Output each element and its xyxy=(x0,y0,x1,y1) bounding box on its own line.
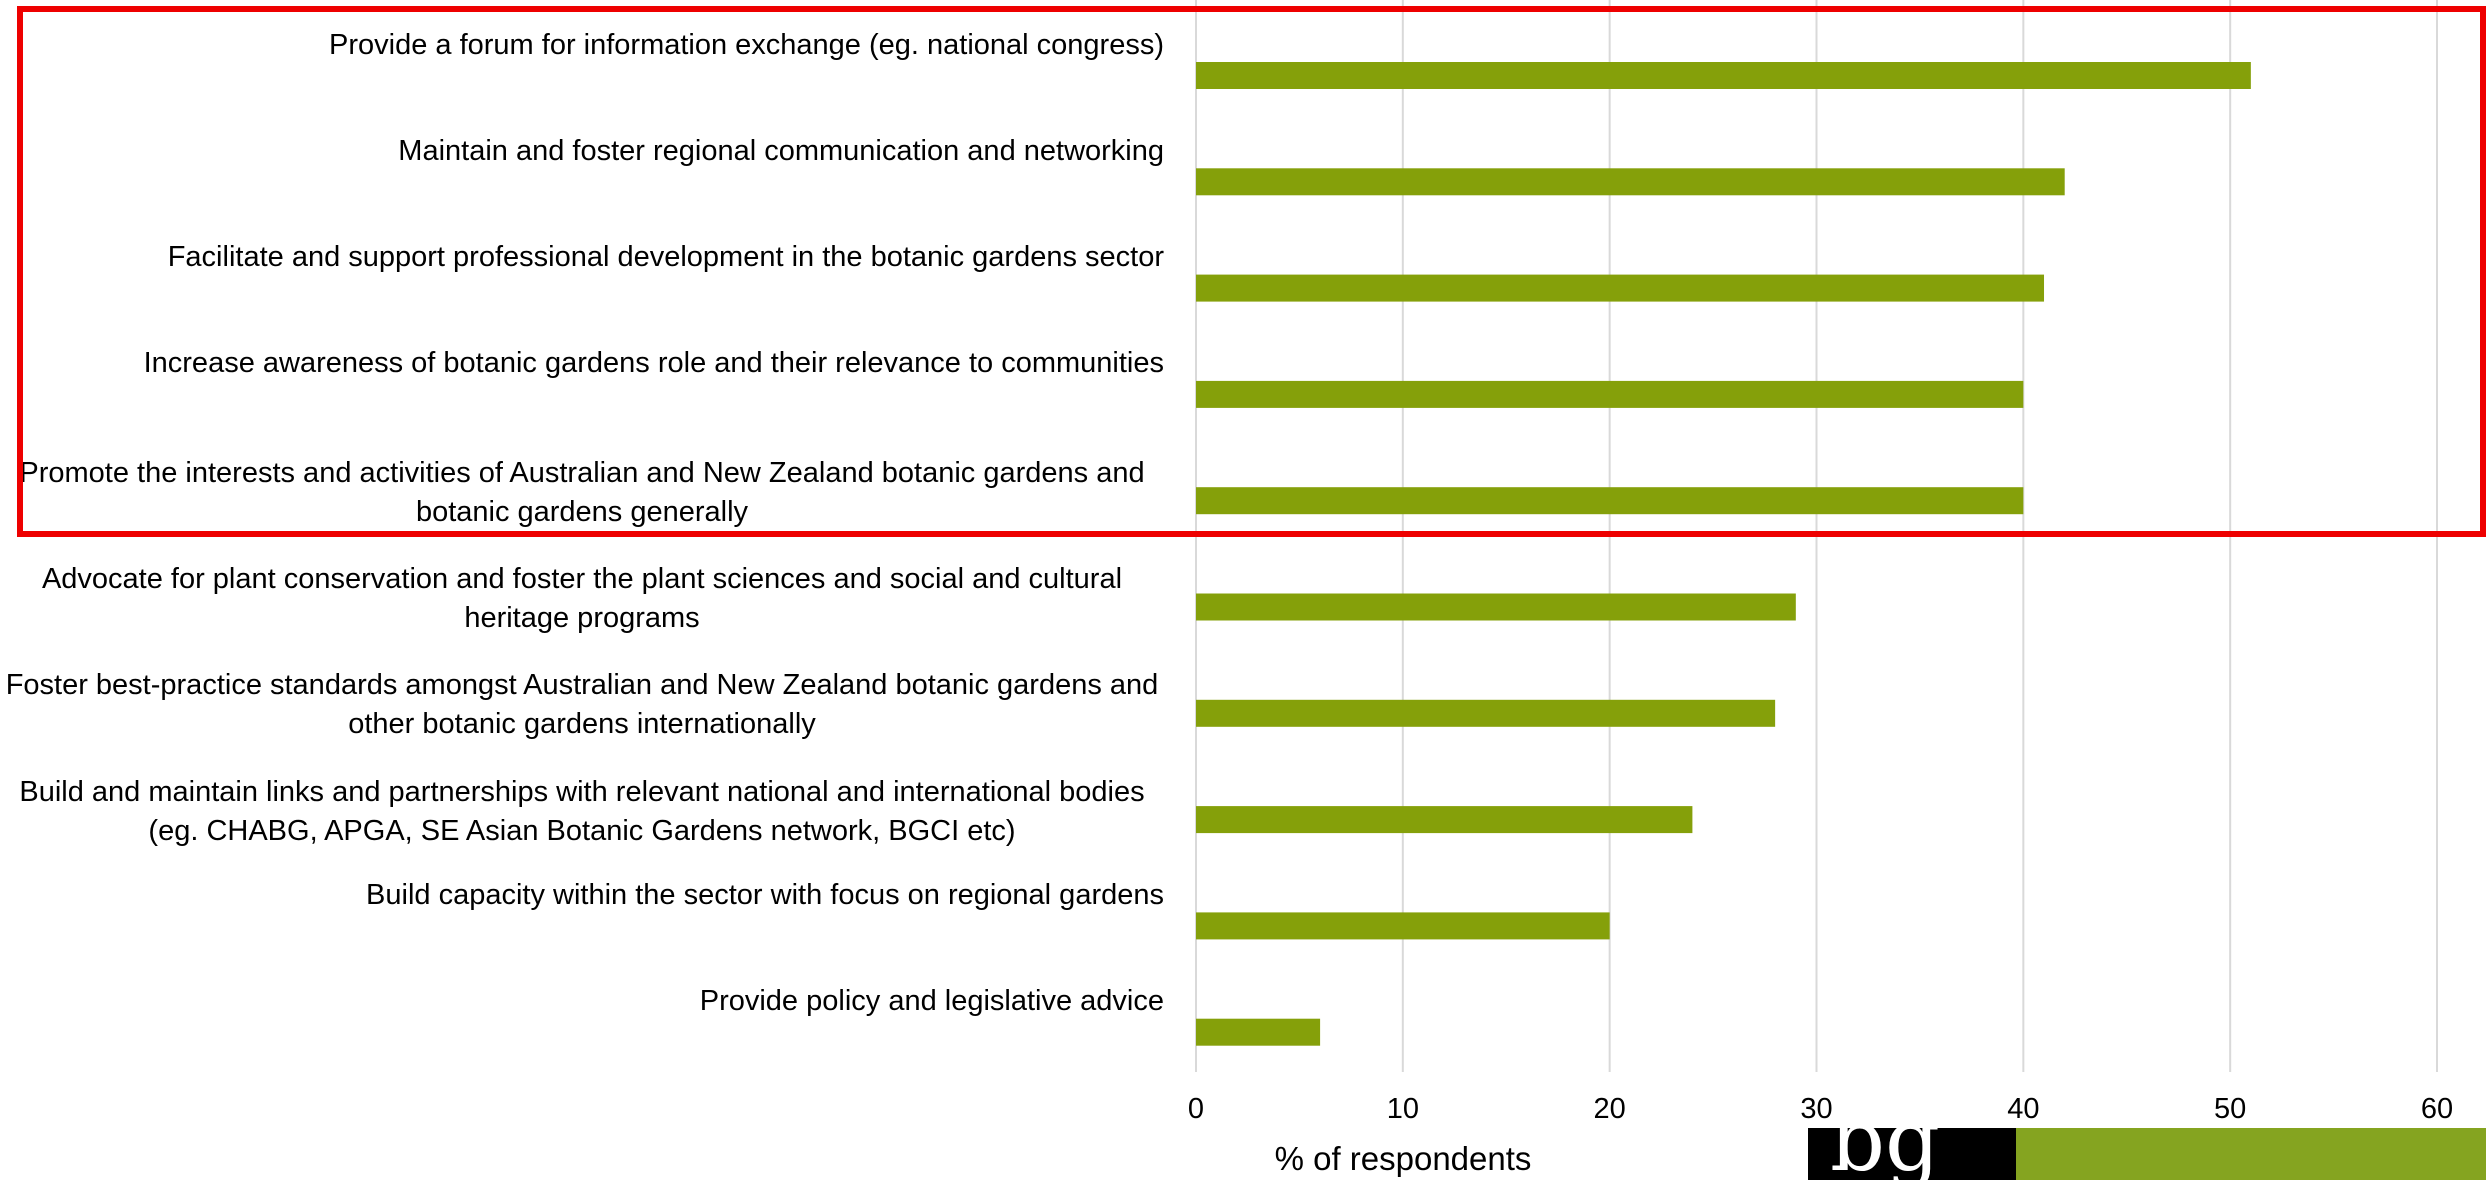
category-label-line: Provide policy and legislative advice xyxy=(699,985,1164,1018)
logo-green-panel xyxy=(2016,1128,2486,1180)
category-label-line: other botanic gardens internationally xyxy=(348,708,816,741)
bar-3 xyxy=(1196,274,2045,302)
bar-9 xyxy=(1196,912,1610,940)
bar-8 xyxy=(1196,806,1693,834)
category-label: Facilitate and support professional deve… xyxy=(0,238,1164,277)
category-label-line: botanic gardens generally xyxy=(415,495,749,528)
category-label-line: (eg. CHABG, APGA, SE Asian Botanic Garde… xyxy=(148,814,1016,847)
category-label: Foster best-practice standards amongst A… xyxy=(0,666,1164,744)
category-label-line: Advocate for plant conservation and fost… xyxy=(41,563,1123,595)
category-label: Increase awareness of botanic gardens ro… xyxy=(0,344,1164,383)
category-label-line: Foster best-practice standards amongst A… xyxy=(5,669,1159,702)
bgci-logo: bg xyxy=(1808,1128,2486,1180)
category-label-line: Promote the interests and activities of … xyxy=(19,456,1145,489)
category-label-line: heritage programs xyxy=(464,602,700,634)
category-label: Advocate for plant conservation and fost… xyxy=(0,560,1164,638)
x-tick-label: 20 xyxy=(1593,1093,1626,1125)
x-tick-label: 60 xyxy=(2420,1093,2454,1125)
x-tick-label: 10 xyxy=(1386,1093,1419,1125)
category-label-line: Increase awareness of botanic gardens ro… xyxy=(143,347,1164,380)
x-tick-label: 30 xyxy=(1800,1093,1833,1125)
x-tick-label: 40 xyxy=(2007,1093,2040,1125)
bar-7 xyxy=(1196,699,1776,727)
category-label-line: Build capacity within the sector with fo… xyxy=(366,878,1164,911)
bar-10 xyxy=(1196,1018,1321,1046)
bar-5 xyxy=(1196,487,2024,515)
highlight-box xyxy=(17,6,2486,537)
bar-6 xyxy=(1196,593,1796,621)
category-label: Promote the interests and activities of … xyxy=(0,454,1164,532)
logo-glyph: bg xyxy=(1830,1128,1941,1180)
category-label: Provide a forum for information exchange… xyxy=(0,26,1164,65)
bar-2 xyxy=(1196,168,2065,196)
bar-4 xyxy=(1196,380,2024,408)
category-label: Maintain and foster regional communicati… xyxy=(0,132,1164,171)
x-tick-label: 50 xyxy=(2214,1093,2247,1125)
category-label-line: Maintain and foster regional communicati… xyxy=(398,134,1164,167)
x-tick-label: 0 xyxy=(1187,1093,1205,1125)
x-axis-label: % of respondents xyxy=(1274,1140,1532,1177)
category-label-line: Build and maintain links and partnership… xyxy=(19,775,1145,808)
category-label: Provide policy and legislative advice xyxy=(0,982,1164,1021)
category-label: Build capacity within the sector with fo… xyxy=(0,876,1164,915)
bar-1 xyxy=(1196,62,2251,89)
category-label-line: Facilitate and support professional deve… xyxy=(167,241,1164,274)
category-label: Build and maintain links and partnership… xyxy=(0,773,1164,851)
category-label-line: Provide a forum for information exchange… xyxy=(329,28,1164,61)
logo-dark-panel: bg xyxy=(1808,1128,2016,1180)
